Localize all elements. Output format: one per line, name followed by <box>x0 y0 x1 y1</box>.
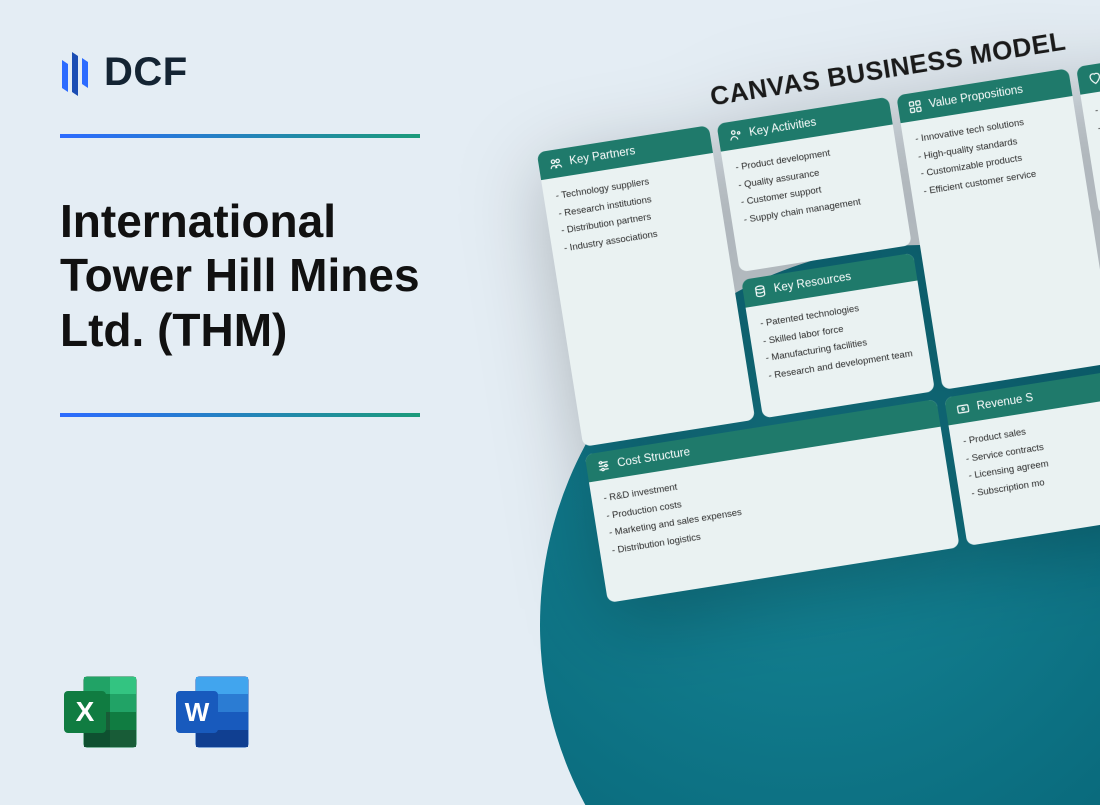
block-key-resources: Key Resources Patented technologies Skil… <box>741 253 935 418</box>
logo-mark <box>60 48 94 96</box>
app-icons: X W <box>58 669 256 755</box>
word-icon: W <box>170 669 256 755</box>
block-key-activities: Key Activities Product development Quali… <box>716 97 911 272</box>
divider-top <box>60 134 420 138</box>
logo: DCF <box>60 48 480 96</box>
block-label: Cost Structure <box>616 446 690 469</box>
divider-bottom <box>60 413 420 417</box>
block-label: Revenue S <box>976 392 1034 413</box>
logo-text: DCF <box>104 50 188 95</box>
page-title: International Tower Hill Mines Ltd. (THM… <box>60 194 480 357</box>
block-key-partners: Key Partners Technology suppliers Resear… <box>537 125 755 447</box>
block-label: Key Partners <box>569 145 637 167</box>
block-label: Key Resources <box>773 271 852 295</box>
left-panel: DCF International Tower Hill Mines Ltd. … <box>60 48 480 417</box>
svg-text:X: X <box>76 696 95 727</box>
canvas-mockup: CANVAS BUSINESS MODEL Key Partners Techn… <box>530 0 1100 603</box>
svg-text:W: W <box>185 697 210 727</box>
block-label: Key Activities <box>748 116 817 138</box>
excel-icon: X <box>58 669 144 755</box>
